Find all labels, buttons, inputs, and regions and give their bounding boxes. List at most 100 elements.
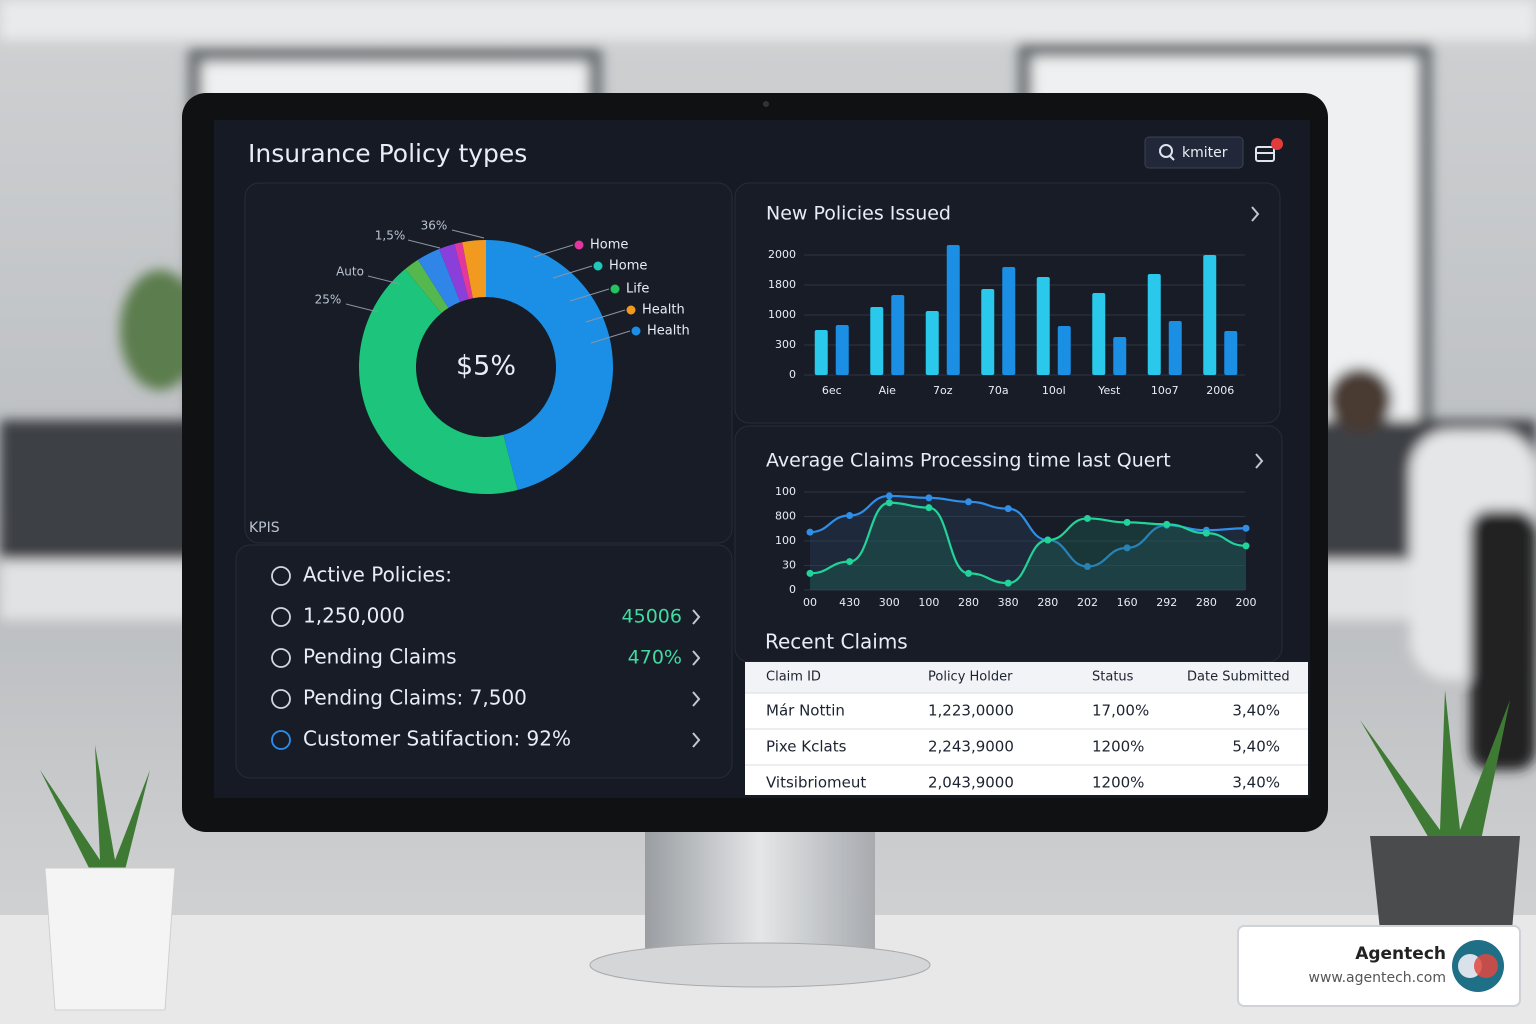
bar: [1224, 331, 1238, 375]
y-tick-label: 0: [789, 583, 796, 596]
point: [1004, 505, 1012, 513]
legend-label: Health: [647, 324, 690, 339]
legend-dot: [626, 305, 636, 315]
table-cell: 1200%: [1092, 738, 1144, 756]
chevron[interactable]: [1251, 206, 1260, 222]
bar: [1203, 255, 1217, 375]
search-box[interactable]: kmiter: [1144, 136, 1244, 169]
kpi-icon: [271, 648, 291, 668]
table-header-bg: [745, 662, 1308, 693]
x-tick-label: 10ol: [1042, 384, 1066, 397]
point: [925, 504, 933, 512]
brand-card: Agentech www.agentech.com: [1237, 925, 1521, 1007]
kpi-chevron[interactable]: [692, 650, 701, 666]
brand-url: www.agentech.com: [1309, 970, 1447, 986]
kpi-icon: [271, 607, 291, 627]
y-tick-label: 1800: [768, 278, 796, 291]
kpi-title: KPIS: [249, 520, 280, 536]
bar: [946, 244, 960, 375]
bar: [1147, 274, 1161, 375]
kpi-label: Pending Claims: 7,500: [303, 686, 527, 710]
bar-chart-title: New Policies Issued: [766, 203, 951, 225]
kpi-chevron[interactable]: [692, 691, 701, 707]
table-cell: Vitsibriomeut: [766, 774, 866, 792]
x-tick-label: 280: [1037, 596, 1058, 609]
bar: [981, 289, 995, 375]
x-tick-label: Aie: [879, 384, 897, 397]
bar: [814, 330, 828, 375]
bar: [925, 310, 939, 375]
bar: [1168, 321, 1182, 375]
table-cell: 3,40%: [1232, 702, 1280, 720]
kpi-icon: [271, 566, 291, 586]
line-chart-title: Average Claims Processing time last Quer…: [766, 450, 1171, 472]
bar: [1092, 292, 1106, 375]
point: [885, 499, 893, 507]
kpi-icon: [271, 730, 291, 750]
kpi-chevron[interactable]: [692, 609, 701, 625]
legend-dot: [593, 261, 603, 271]
x-tick-label: 160: [1117, 596, 1138, 609]
kpi-label: 1,250,000: [303, 604, 405, 628]
donut-segment: [486, 240, 613, 491]
x-tick-label: 00: [803, 596, 817, 609]
table-cell: 17,00%: [1092, 702, 1149, 720]
point: [1044, 536, 1052, 544]
bar: [1002, 267, 1016, 375]
y-tick-label: 2000: [768, 248, 796, 261]
bar: [870, 307, 884, 375]
y-tick-label: 1000: [768, 308, 796, 321]
y-tick-label: 300: [775, 338, 796, 351]
point: [806, 528, 814, 536]
point: [1123, 544, 1131, 552]
bar: [1057, 325, 1071, 375]
kpi-chevron[interactable]: [692, 732, 701, 748]
area: [810, 495, 1246, 590]
x-tick-label: 10o7: [1151, 384, 1179, 397]
donut-callout: 25%: [315, 293, 342, 307]
point: [1242, 524, 1250, 532]
legend-label: Home: [609, 259, 647, 274]
legend-leader: [590, 330, 631, 344]
table-cell: 1,223,0000: [928, 702, 1014, 720]
point: [925, 494, 933, 502]
chevron[interactable]: [1255, 453, 1264, 469]
y-tick-label: 30: [782, 559, 796, 572]
legend-label: Life: [626, 282, 649, 297]
x-tick-label: 6ec: [822, 384, 842, 397]
table-cell: Már Nottin: [766, 702, 845, 720]
bar: [1113, 337, 1127, 375]
donut-segment: [454, 242, 473, 300]
point: [1202, 529, 1210, 537]
table-cell: 2,243,9000: [928, 738, 1014, 756]
area: [810, 502, 1246, 590]
monitor-stand: [589, 828, 931, 988]
kpi-value: 45006: [622, 606, 682, 628]
kpi-icon: [271, 689, 291, 709]
point: [965, 569, 973, 577]
table-cell: Pixe Kclats: [766, 738, 847, 756]
x-tick-label: 70a: [988, 384, 1009, 397]
point: [1163, 520, 1171, 528]
legend-label: Health: [642, 303, 685, 318]
x-tick-label: Yest: [1097, 384, 1121, 397]
legend-dot: [631, 326, 641, 336]
x-tick-label: 430: [839, 596, 860, 609]
kpi-label: Customer Satifaction: 92%: [303, 727, 571, 751]
y-tick-label: 0: [789, 368, 796, 381]
legend-dot: [610, 284, 620, 294]
point: [806, 569, 814, 577]
dashboard-title: Insurance Policy types: [248, 139, 527, 168]
donut-segment: [417, 248, 461, 308]
point: [1083, 514, 1091, 522]
donut-segment: [358, 269, 518, 494]
donut-segment: [405, 259, 449, 314]
legend-leader: [533, 244, 574, 258]
y-tick-label: 100: [775, 534, 796, 547]
x-tick-label: 292: [1156, 596, 1177, 609]
x-tick-label: 200: [1236, 596, 1257, 609]
table-cell: 5,40%: [1232, 738, 1280, 756]
notification-icon[interactable]: [1255, 138, 1283, 162]
